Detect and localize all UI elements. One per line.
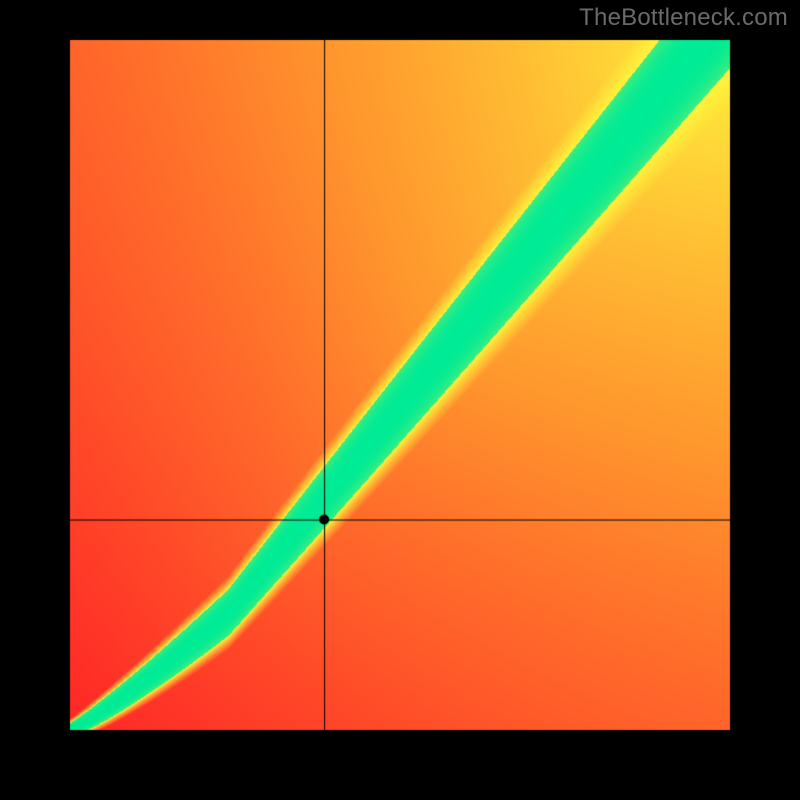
chart-container: TheBottleneck.com <box>0 0 800 800</box>
watermark-text: TheBottleneck.com <box>579 4 788 32</box>
bottleneck-heatmap <box>0 0 800 800</box>
